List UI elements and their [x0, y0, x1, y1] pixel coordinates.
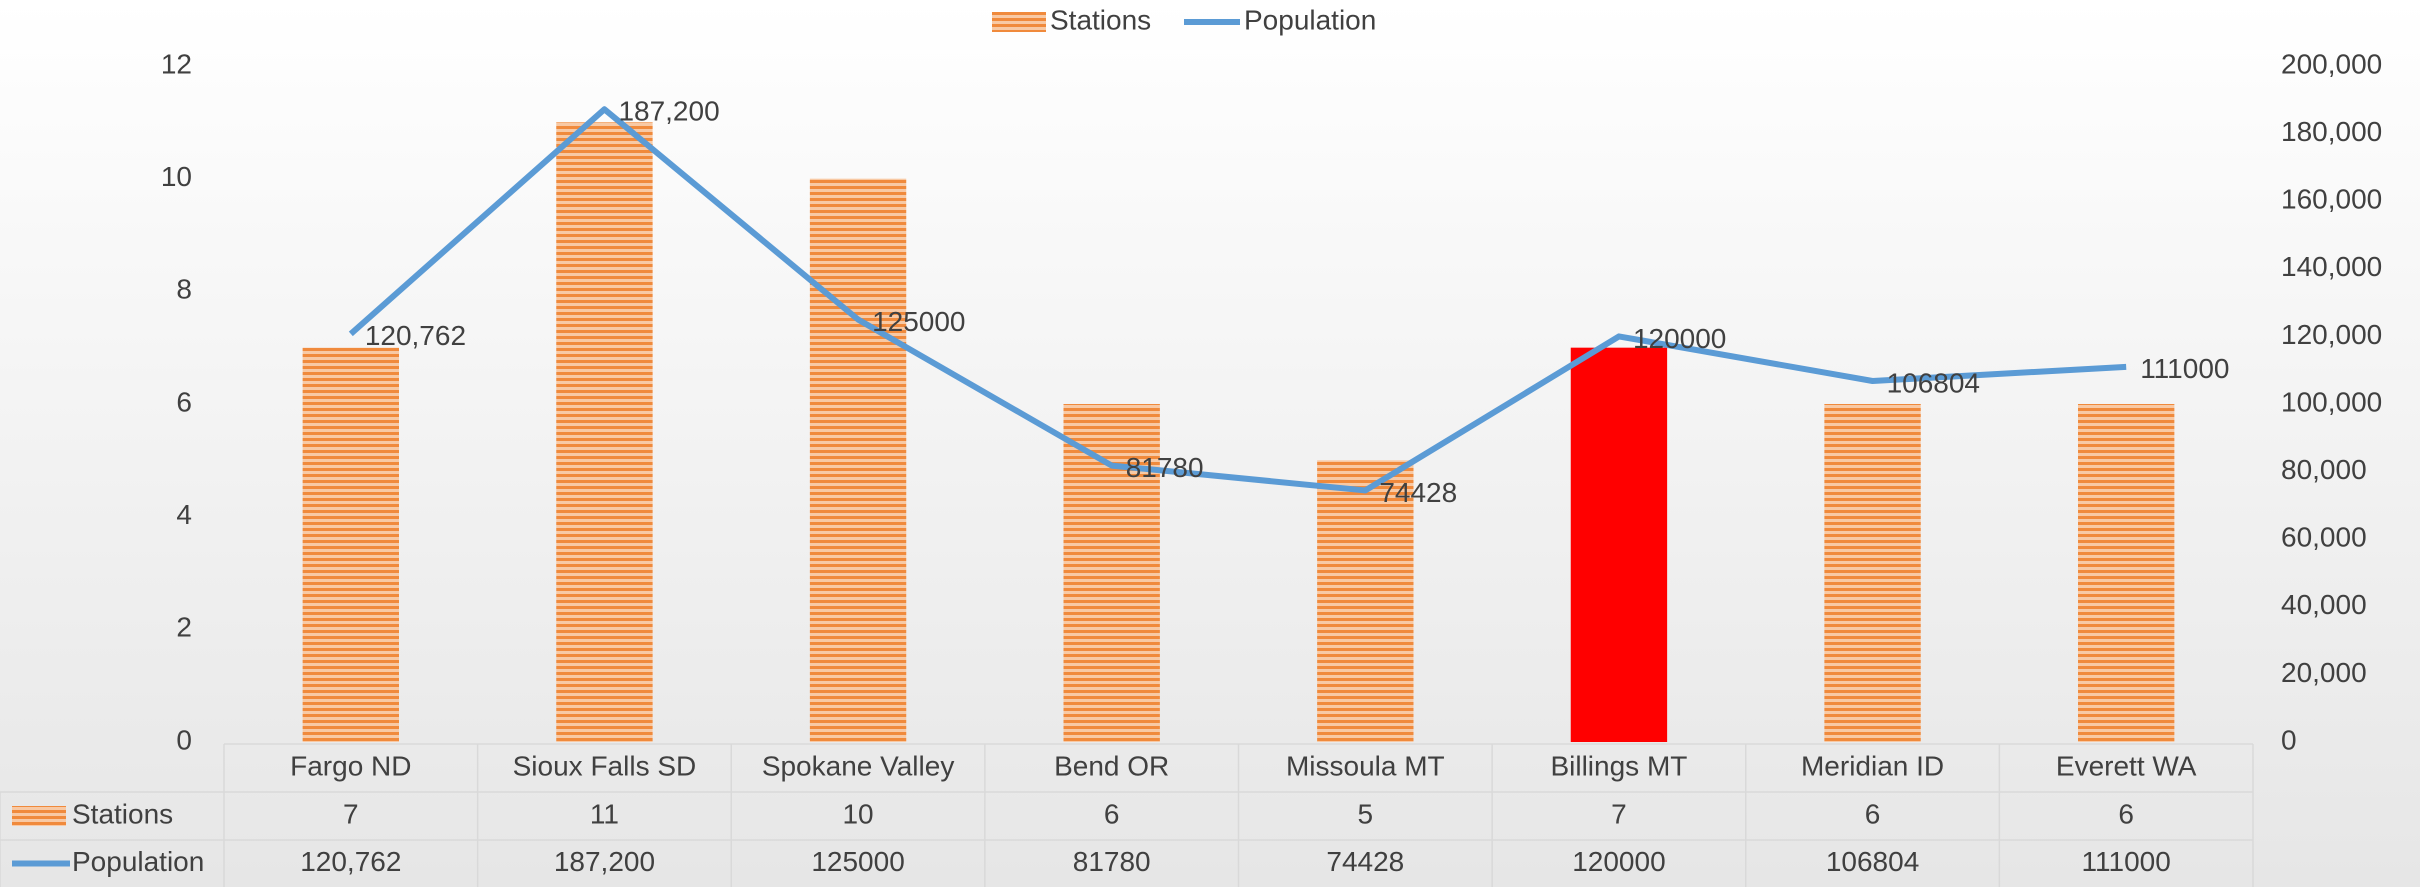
y2-tick-label: 60,000	[2281, 522, 2367, 553]
y-tick-label: 12	[161, 48, 192, 79]
y-tick-label: 4	[176, 499, 192, 530]
y2-tick-label: 140,000	[2281, 251, 2382, 282]
data-label: 111000	[2140, 353, 2229, 384]
table-header: Stations	[72, 798, 173, 829]
bar	[809, 178, 907, 742]
x-tick-label: Bend OR	[1054, 750, 1169, 781]
y-tick-label: 2	[176, 612, 192, 643]
x-tick-label: Billings MT	[1550, 750, 1687, 781]
bar	[2077, 404, 2175, 742]
y2-tick-label: 200,000	[2281, 48, 2382, 79]
bar	[1570, 347, 1668, 742]
table-cell: 120000	[1572, 846, 1665, 877]
data-label: 106804	[1887, 367, 1980, 398]
table-cell: 81780	[1073, 846, 1151, 877]
data-label: 120,762	[365, 320, 466, 351]
line	[348, 106, 2127, 494]
table-key	[12, 806, 66, 826]
y2-tick-label: 0	[2281, 724, 2297, 755]
table-cell: 106804	[1826, 846, 1919, 877]
y-tick-label: 6	[176, 386, 192, 417]
bar	[556, 122, 653, 743]
table-cell: 10	[842, 798, 873, 829]
table-cell: 7	[343, 798, 359, 829]
y-tick-label: 0	[176, 724, 192, 755]
x-tick-label: Meridian ID	[1801, 750, 1944, 781]
table-cell: 125000	[811, 846, 904, 877]
bar	[1063, 404, 1160, 742]
table-header: Population	[72, 846, 204, 877]
y-tick-label: 10	[161, 161, 192, 192]
data-label: 120000	[1633, 323, 1726, 354]
table-cell: 5	[1358, 798, 1374, 829]
legend-key	[992, 12, 1046, 32]
data-label: 187,200	[618, 96, 719, 127]
bar	[302, 347, 400, 742]
data-label: 74428	[1379, 477, 1457, 508]
x-tick-label: Sioux Falls SD	[513, 750, 697, 781]
table-cell: 6	[2118, 798, 2134, 829]
table-cell: 6	[1865, 798, 1881, 829]
y2-tick-label: 40,000	[2281, 589, 2367, 620]
y2-tick-label: 80,000	[2281, 454, 2367, 485]
x-tick-label: Spokane Valley	[762, 750, 955, 781]
y2-tick-label: 20,000	[2281, 657, 2367, 688]
table-cell: 74428	[1326, 846, 1404, 877]
x-tick-label: Missoula MT	[1286, 750, 1445, 781]
table-cell: 111000	[2082, 846, 2171, 877]
data-label: 125000	[872, 306, 965, 337]
legend-label: Population	[1244, 4, 1376, 35]
y2-tick-label: 120,000	[2281, 319, 2382, 350]
y2-tick-label: 160,000	[2281, 184, 2382, 215]
legend-label: Stations	[1050, 4, 1151, 35]
bar	[1824, 404, 1921, 742]
y-tick-label: 8	[176, 274, 192, 305]
table-cell: 120,762	[300, 846, 401, 877]
table-cell: 11	[590, 798, 619, 829]
table-cell: 6	[1104, 798, 1120, 829]
y2-tick-label: 100,000	[2281, 386, 2382, 417]
x-tick-label: Everett WA	[2056, 750, 2197, 781]
table-cell: 187,200	[554, 846, 655, 877]
table-cell: 7	[1611, 798, 1627, 829]
bar	[1317, 460, 1414, 742]
y2-tick-label: 180,000	[2281, 116, 2382, 147]
x-tick-label: Fargo ND	[290, 750, 411, 781]
data-label: 81780	[1126, 452, 1204, 483]
